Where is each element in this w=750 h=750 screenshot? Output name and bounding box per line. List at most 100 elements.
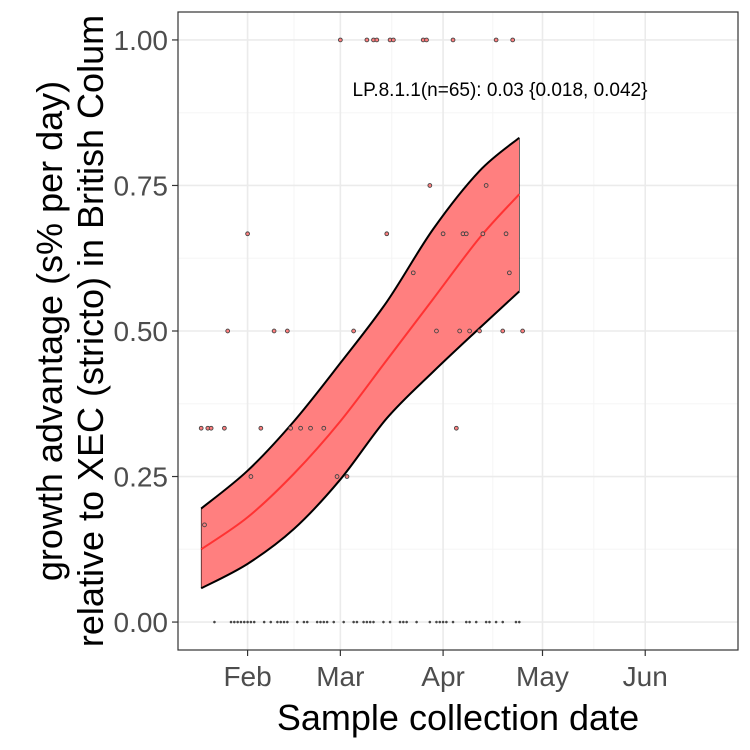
data-point	[517, 620, 521, 624]
data-point	[364, 37, 370, 43]
data-point	[398, 620, 402, 624]
data-point	[388, 620, 392, 624]
data-point	[427, 183, 433, 188]
data-point	[477, 328, 482, 334]
y-tick-label: 1.00	[114, 25, 169, 56]
data-point	[510, 37, 516, 43]
data-point	[391, 37, 396, 43]
data-point	[493, 37, 499, 43]
data-point	[308, 425, 313, 431]
x-tick-label: Feb	[223, 661, 271, 692]
data-point	[401, 620, 405, 624]
data-point	[503, 231, 509, 237]
data-point	[288, 425, 294, 431]
y-axis-title-line-2: relative to XEC (stricto) in British Col…	[70, 15, 111, 647]
y-tick-label: 0.50	[114, 316, 169, 347]
data-point	[322, 620, 326, 624]
data-point	[410, 270, 416, 276]
data-point	[246, 620, 249, 624]
data-point	[480, 231, 486, 237]
data-point	[368, 620, 372, 624]
data-point	[338, 37, 343, 43]
data-point	[258, 425, 264, 431]
data-point	[232, 620, 236, 624]
data-point	[424, 37, 429, 43]
x-tick-label: Apr	[421, 661, 465, 692]
x-tick-label: Mar	[316, 661, 364, 692]
data-point	[384, 231, 390, 237]
data-point	[450, 37, 456, 43]
data-point	[285, 620, 289, 624]
ribbon-lower-bound	[200, 290, 520, 590]
data-point	[239, 620, 243, 624]
x-axis-title: Sample collection date	[277, 697, 639, 738]
data-point	[302, 620, 306, 624]
data-point	[467, 328, 472, 334]
data-point	[438, 620, 442, 624]
data-point	[248, 474, 254, 479]
data-point	[351, 328, 356, 334]
data-point	[305, 620, 309, 624]
data-point	[279, 620, 283, 624]
confidence-ribbon	[201, 137, 520, 589]
data-point	[276, 620, 279, 624]
data-point	[202, 522, 207, 528]
data-point	[453, 425, 459, 431]
data-point	[208, 425, 214, 431]
data-point	[415, 620, 418, 624]
data-point	[252, 620, 256, 624]
data-point	[365, 620, 369, 624]
data-point	[441, 620, 445, 624]
data-point	[468, 620, 471, 624]
data-point	[315, 620, 319, 624]
data-point	[445, 620, 448, 624]
data-point	[362, 620, 365, 624]
y-tick-label: 0.25	[114, 462, 169, 493]
y-axis-title-line-1: growth advantage (s% per day)	[29, 81, 70, 581]
data-point	[332, 620, 336, 624]
data-point	[334, 474, 340, 479]
data-point	[225, 328, 231, 334]
data-point	[229, 620, 233, 624]
data-point	[271, 328, 277, 334]
data-point	[474, 620, 478, 624]
data-point	[284, 328, 290, 334]
data-point	[520, 328, 525, 334]
data-point	[405, 620, 408, 624]
data-point	[464, 620, 468, 624]
data-point	[342, 620, 346, 624]
data-point	[222, 425, 227, 431]
data-point	[463, 231, 469, 237]
data-point	[514, 620, 518, 624]
data-point	[507, 270, 512, 276]
axis-ticks-layer: 0.00 0.25 0.50 0.75 1.00 Feb Mar Apr May Jun	[114, 25, 668, 692]
data-point	[355, 620, 359, 624]
data-point	[382, 620, 385, 624]
data-point	[352, 620, 355, 624]
data-point	[262, 620, 266, 624]
data-point	[434, 328, 439, 334]
data-point	[236, 620, 239, 624]
x-tick-label: Jun	[623, 661, 668, 692]
data-point	[372, 620, 375, 624]
data-point	[213, 620, 216, 624]
data-point	[282, 620, 286, 624]
data-point	[198, 425, 204, 431]
confidence-ribbon-layer	[200, 136, 521, 590]
data-point	[249, 620, 253, 624]
data-point	[500, 328, 506, 334]
data-point	[488, 620, 491, 624]
data-point	[451, 620, 455, 624]
data-point	[245, 231, 250, 237]
fit-annotation: LP.8.1.1(n=65): 0.03 {0.018, 0.042}	[353, 80, 648, 101]
data-point	[494, 620, 498, 624]
y-tick-label: 0.00	[114, 607, 169, 638]
data-point	[457, 328, 463, 334]
data-point	[484, 620, 488, 624]
data-point	[298, 425, 303, 431]
data-point	[242, 620, 246, 624]
fit-line	[200, 193, 521, 551]
data-point	[483, 183, 489, 188]
data-point	[269, 620, 273, 624]
